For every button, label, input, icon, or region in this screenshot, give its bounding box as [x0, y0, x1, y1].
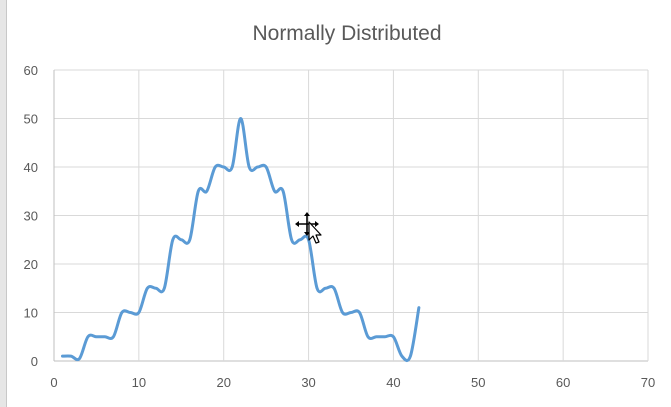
line-chart[interactable]: Normally Distributed 0 10 20 30 40 50 60 0 10 20…	[7, 0, 671, 407]
x-tick-label: 0	[50, 375, 57, 390]
chart-area[interactable]: Normally Distributed 0 10 20 30 40 50 60 0 10 20…	[6, 0, 671, 407]
x-tick-label: 40	[386, 375, 400, 390]
y-tick-label: 10	[24, 306, 38, 321]
gridlines	[53, 69, 649, 362]
y-tick-label: 30	[24, 209, 38, 224]
y-tick-label: 60	[24, 63, 38, 78]
y-axis-ticks: 0 10 20 30 40 50 60	[24, 63, 38, 369]
move-cursor-icon	[295, 212, 322, 244]
series-group	[60, 117, 421, 363]
x-tick-label: 70	[641, 375, 655, 390]
y-tick-label: 20	[24, 257, 38, 272]
x-tick-label: 30	[301, 375, 315, 390]
spreadsheet-gutter	[0, 0, 6, 407]
x-tick-label: 10	[132, 375, 146, 390]
x-axis-ticks: 0 10 20 30 40 50 60 70	[50, 375, 655, 390]
x-tick-label: 60	[556, 375, 570, 390]
chart-title: Normally Distributed	[252, 22, 441, 45]
y-tick-label: 50	[24, 112, 38, 127]
y-tick-label: 40	[24, 160, 38, 175]
x-tick-label: 50	[471, 375, 485, 390]
series-line	[60, 117, 421, 363]
y-tick-label: 0	[31, 354, 38, 369]
x-tick-label: 20	[216, 375, 230, 390]
